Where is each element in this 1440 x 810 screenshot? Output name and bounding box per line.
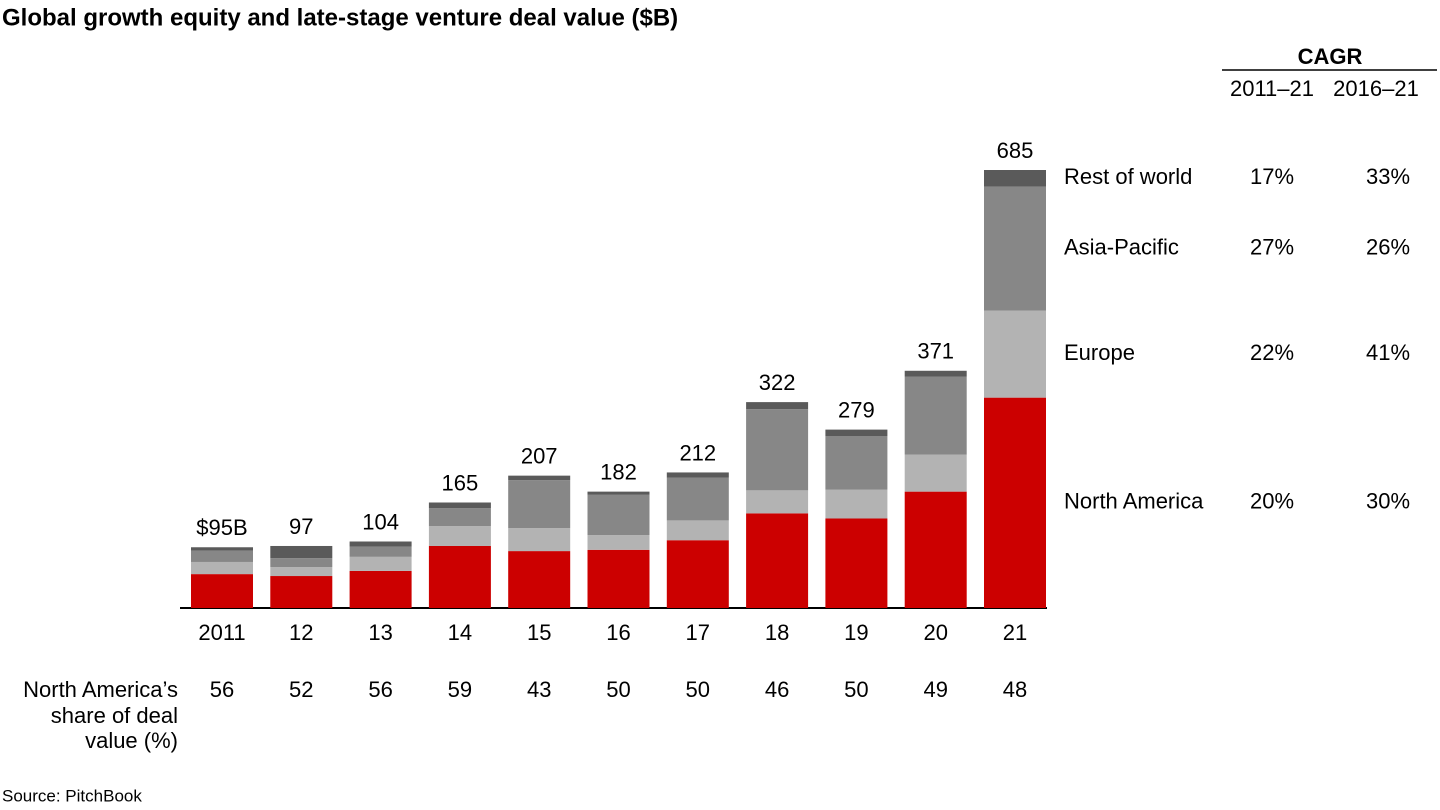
- bar-segment: [191, 547, 253, 551]
- cagr-value: 22%: [1250, 340, 1294, 365]
- x-tick-label: 20: [923, 620, 947, 645]
- bar-segment: [666, 520, 729, 541]
- x-tick-label: 13: [368, 620, 392, 645]
- cagr-value: 27%: [1250, 234, 1294, 259]
- x-tick-label: 19: [844, 620, 868, 645]
- total-label: 371: [917, 339, 954, 364]
- share-value: 43: [527, 677, 551, 702]
- bar-segment: [191, 574, 253, 608]
- x-tick-label: 21: [1003, 620, 1027, 645]
- bar-segment: [666, 477, 729, 521]
- share-value: 56: [368, 677, 392, 702]
- bar-segment: [270, 558, 333, 568]
- legend-label: Asia-Pacific: [1064, 234, 1179, 259]
- bar-segment: [587, 535, 650, 550]
- cagr-period: 2016–21: [1333, 76, 1419, 101]
- x-tick-label: 15: [527, 620, 551, 645]
- bar-segment: [270, 576, 333, 608]
- bar-segment: [904, 376, 967, 455]
- bar-segment: [191, 550, 253, 562]
- share-value: 49: [923, 677, 947, 702]
- share-value: 52: [289, 677, 313, 702]
- bar-segment: [428, 508, 491, 527]
- bar-segment: [746, 490, 809, 514]
- total-label: 97: [289, 514, 313, 539]
- legend-label: Europe: [1064, 340, 1135, 365]
- cagr-value: 17%: [1250, 164, 1294, 189]
- total-label: 165: [442, 470, 479, 495]
- share-label: value (%): [85, 728, 178, 753]
- total-label: 207: [521, 443, 558, 468]
- total-label: 182: [600, 459, 637, 484]
- bar-segment: [666, 540, 729, 608]
- x-tick-label: 18: [765, 620, 789, 645]
- legend-label: Rest of world: [1064, 164, 1192, 189]
- bar-segment: [984, 397, 1046, 608]
- bar-segment: [904, 491, 967, 608]
- bar-segment: [428, 526, 491, 546]
- bar-segment: [428, 545, 491, 608]
- bar-segment: [349, 546, 412, 557]
- bar-segment: [587, 491, 650, 495]
- bar-segment: [349, 541, 412, 547]
- total-label: $95B: [196, 515, 247, 540]
- bar-segment: [191, 561, 253, 575]
- bar-segment: [746, 409, 809, 491]
- source: Source: PitchBook: [2, 786, 142, 805]
- bar-segment: [904, 370, 967, 377]
- total-label: 104: [362, 509, 399, 534]
- bar-segment: [746, 513, 809, 608]
- x-tick-label: 2011: [198, 620, 245, 645]
- bar-segment: [508, 551, 571, 608]
- x-tick-label: 16: [606, 620, 630, 645]
- bar-segment: [825, 489, 888, 519]
- bar-segment: [746, 402, 809, 410]
- x-tick-label: 12: [289, 620, 313, 645]
- total-label: 685: [997, 138, 1034, 163]
- bar-segment: [270, 567, 333, 577]
- bar-segment: [508, 480, 571, 529]
- x-tick-label: 14: [448, 620, 472, 645]
- cagr-value: 26%: [1366, 234, 1410, 259]
- bar-segment: [984, 310, 1046, 398]
- cagr-header: CAGR: [1298, 44, 1363, 69]
- cagr-value: 30%: [1366, 489, 1410, 514]
- share-label: share of deal: [51, 703, 178, 728]
- bar-segment: [984, 170, 1046, 187]
- share-value: 50: [606, 677, 630, 702]
- legend-label: North America: [1064, 489, 1204, 514]
- cagr-value: 41%: [1366, 340, 1410, 365]
- share-value: 59: [448, 677, 472, 702]
- bar-segment: [587, 549, 650, 608]
- total-label: 279: [838, 397, 875, 422]
- bar-segment: [984, 186, 1046, 311]
- share-value: 46: [765, 677, 789, 702]
- bar-segment: [508, 475, 571, 481]
- share-value: 56: [210, 677, 234, 702]
- bar-segment: [270, 545, 333, 559]
- bar-segment: [825, 429, 888, 436]
- bar-segment: [825, 435, 888, 490]
- bar-segment: [349, 570, 412, 608]
- chart-title: Global growth equity and late-stage vent…: [2, 4, 678, 31]
- cagr-value: 33%: [1366, 164, 1410, 189]
- bar-segment: [904, 454, 967, 492]
- share-value: 50: [686, 677, 710, 702]
- share-value: 50: [844, 677, 868, 702]
- cagr-period: 2011–21: [1230, 76, 1314, 101]
- cagr-value: 20%: [1250, 489, 1294, 514]
- bar-segment: [508, 528, 571, 552]
- total-label: 322: [759, 370, 796, 395]
- share-label: North America’s: [23, 677, 178, 702]
- bar-segment: [349, 556, 412, 571]
- bar-segment: [587, 494, 650, 536]
- bar-segment: [428, 502, 491, 509]
- x-tick-label: 17: [686, 620, 710, 645]
- share-value: 48: [1003, 677, 1027, 702]
- total-label: 212: [679, 440, 716, 465]
- bar-segment: [825, 518, 888, 608]
- bar-segment: [666, 472, 729, 478]
